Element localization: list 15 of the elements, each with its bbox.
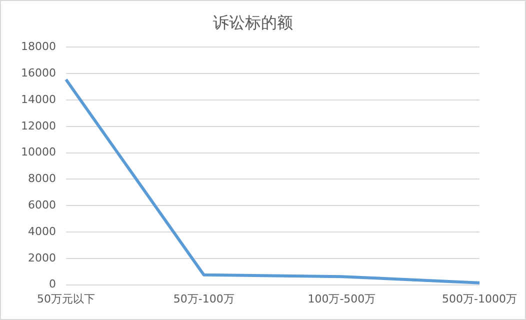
y-tick-label: 4000 (28, 224, 56, 238)
x-tick-label: 50万-100万 (173, 292, 234, 306)
y-tick-label: 16000 (20, 66, 56, 80)
y-tick-label: 10000 (20, 146, 56, 159)
x-tick-label: 500万-1000万 (442, 292, 518, 306)
y-tick-label: 0 (48, 278, 56, 291)
y-tick-label: 6000 (28, 198, 56, 212)
x-tick-label: 50万元以下 (36, 292, 95, 306)
y-tick-label: 12000 (20, 119, 56, 132)
y-tick-label: 2000 (28, 251, 56, 264)
x-tick-label: 100万-500万 (308, 292, 376, 306)
y-tick-label: 8000 (28, 172, 56, 186)
y-tick-label: 14000 (20, 92, 56, 106)
chart-title: 诉讼标的额 (213, 12, 293, 32)
y-tick-label: 18000 (20, 40, 56, 54)
